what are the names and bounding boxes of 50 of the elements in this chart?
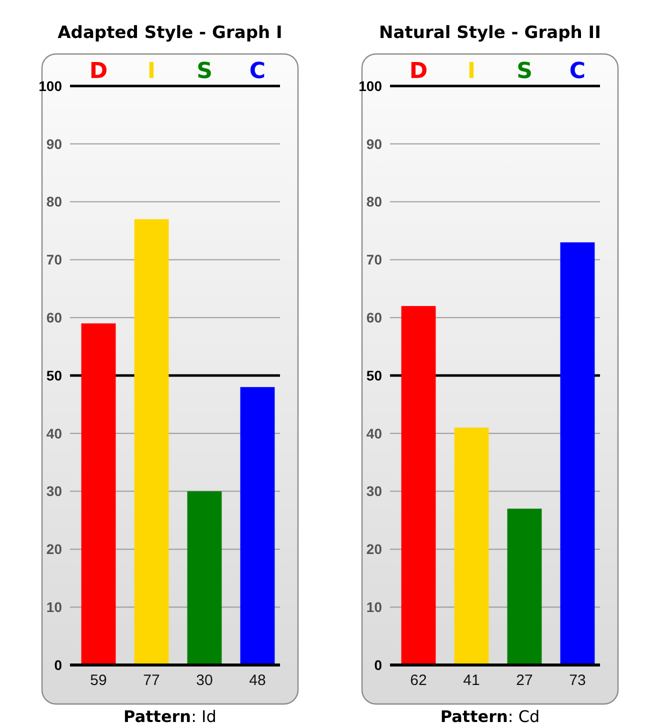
bar xyxy=(134,219,169,665)
y-tick-label: 80 xyxy=(366,194,382,210)
text: Pattern: Cd xyxy=(440,707,540,726)
y-tick-label: 10 xyxy=(46,599,62,615)
y-tick-label: 30 xyxy=(46,483,62,500)
x-tick-label: I xyxy=(147,59,156,84)
y-tick-label: 40 xyxy=(46,425,62,442)
x-tick-label: S xyxy=(196,59,212,84)
x-tick-label: I xyxy=(467,59,476,84)
y-tick-label: 90 xyxy=(46,136,62,152)
data-label: 30 xyxy=(196,672,213,689)
data-label: 77 xyxy=(143,672,160,689)
y-tick-label: 20 xyxy=(46,541,62,558)
bar xyxy=(401,306,436,665)
y-tick-label: 10 xyxy=(366,599,382,615)
y-tick-label: 0 xyxy=(54,656,62,673)
bar xyxy=(187,491,222,665)
text: Pattern: Id xyxy=(124,707,216,726)
y-tick-label: 60 xyxy=(46,310,62,326)
y-tick-label: 20 xyxy=(366,541,382,558)
x-tick-label: S xyxy=(516,59,532,84)
data-label: 41 xyxy=(463,672,480,689)
y-tick-label: 80 xyxy=(46,194,62,210)
y-tick-label: 50 xyxy=(366,367,382,384)
y-tick-label: 60 xyxy=(366,310,382,326)
data-label: 27 xyxy=(516,672,533,689)
data-label: 48 xyxy=(249,672,266,689)
y-tick-label: 100 xyxy=(38,78,62,94)
bar xyxy=(507,508,542,665)
x-tick-label: C xyxy=(569,59,586,84)
bar xyxy=(81,323,116,665)
data-label: 62 xyxy=(410,672,427,689)
bar xyxy=(240,387,275,665)
y-tick-label: 0 xyxy=(374,656,382,673)
chart-title: Natural Style - Graph II xyxy=(379,23,601,43)
bar xyxy=(560,242,595,665)
bar xyxy=(454,428,489,665)
y-tick-label: 90 xyxy=(366,136,382,152)
x-tick-label: C xyxy=(249,59,266,84)
y-tick-label: 70 xyxy=(366,252,382,268)
y-tick-label: 70 xyxy=(46,252,62,268)
y-tick-label: 40 xyxy=(366,425,382,442)
y-tick-label: 30 xyxy=(366,483,382,500)
y-tick-label: 100 xyxy=(358,78,382,94)
x-tick-label: D xyxy=(409,59,428,84)
chart-title: Adapted Style - Graph I xyxy=(58,23,282,43)
x-tick-label: D xyxy=(89,59,108,84)
data-label: 59 xyxy=(90,672,107,689)
data-label: 73 xyxy=(569,672,586,689)
y-tick-label: 50 xyxy=(46,367,62,384)
